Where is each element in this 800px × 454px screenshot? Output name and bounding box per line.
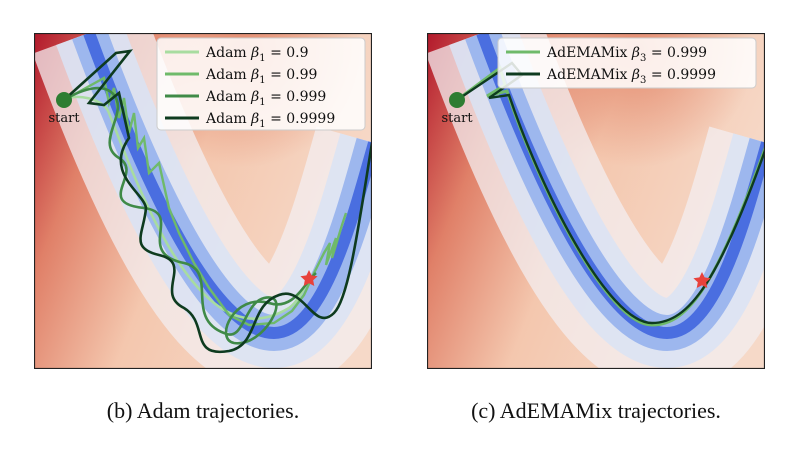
adam-trajectory-0.9999 [63, 49, 372, 354]
adam-trajectory-0.999 [63, 86, 317, 345]
svg-text:Adam β1 = 0.99: Adam β1 = 0.99 [205, 67, 317, 86]
svg-text:AdEMAMix β3 = 0.9999: AdEMAMix β3 = 0.9999 [546, 67, 716, 86]
ademamix-panel: start AdEMAMix β3 = 0.999 AdEMAMix β3 = … [426, 32, 766, 373]
loss-valley [83, 33, 372, 340]
ademamix-plot: start AdEMAMix β3 = 0.999 AdEMAMix β3 = … [426, 32, 766, 370]
legend-item: Adam β1 = 0.9 [165, 45, 309, 64]
svg-text:Adam β1 = 0.9: Adam β1 = 0.9 [205, 45, 309, 64]
start-label: start [441, 111, 473, 126]
svg-text:Adam β1 = 0.9999: Adam β1 = 0.9999 [205, 111, 335, 130]
legend-item: Adam β1 = 0.999 [165, 89, 326, 108]
svg-text:AdEMAMix β3 = 0.999: AdEMAMix β3 = 0.999 [546, 45, 707, 64]
adam-legend: Adam β1 = 0.9 Adam β1 = 0.99 Adam β1 = 0… [156, 37, 366, 131]
legend-item: Adam β1 = 0.9999 [165, 111, 335, 130]
ademamix-caption: (c) AdEMAMix trajectories. [471, 398, 721, 423]
adam-caption: (b) Adam trajectories. [106, 398, 300, 423]
legend-item: Adam β1 = 0.99 [165, 67, 317, 86]
legend-item: AdEMAMix β3 = 0.999 [506, 45, 707, 64]
start-marker [449, 92, 465, 108]
ademamix-trajectory-0.9999 [456, 61, 765, 325]
start-marker [56, 92, 72, 108]
start-label: start [48, 111, 80, 126]
svg-text:Adam β1 = 0.999: Adam β1 = 0.999 [205, 89, 326, 108]
adam-panel: start Adam β1 = 0.9 Adam β1 = 0.99 Adam … [33, 32, 373, 373]
legend-item: AdEMAMix β3 = 0.9999 [506, 67, 716, 86]
adam-trajectory-0.9 [63, 95, 311, 320]
optimum-star-icon [693, 272, 711, 288]
optimum-star-icon [300, 270, 318, 286]
adam-plot: start Adam β1 = 0.9 Adam β1 = 0.99 Adam … [33, 32, 373, 370]
ademamix-legend: AdEMAMix β3 = 0.999 AdEMAMix β3 = 0.9999 [497, 37, 757, 89]
